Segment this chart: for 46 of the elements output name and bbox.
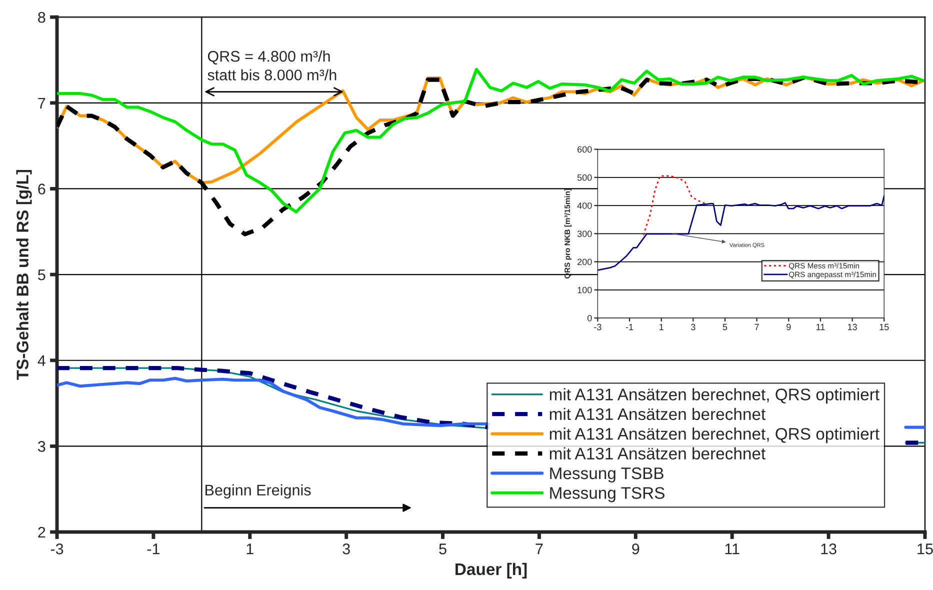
legend-label: Messung TSBB bbox=[550, 467, 664, 482]
line-series bbox=[642, 175, 706, 236]
x-tick-label: 5 bbox=[439, 544, 446, 554]
x-tick-label: 7 bbox=[754, 324, 759, 330]
x-tick-label: -3 bbox=[594, 324, 602, 330]
x-tick-label: -1 bbox=[147, 544, 160, 554]
y-tick-label: 7 bbox=[38, 98, 46, 108]
y-tick-label: 8 bbox=[38, 12, 46, 23]
y-tick-label: 200 bbox=[578, 258, 592, 266]
x-tick-label: 11 bbox=[725, 544, 740, 554]
x-tick-label: 3 bbox=[342, 544, 350, 554]
x-tick-label: 1 bbox=[246, 544, 254, 554]
legend-label: Messung TSRS bbox=[550, 487, 664, 502]
y-axis-title: TS-Gehalt BB und RS [g/L] bbox=[16, 170, 32, 380]
x-tick-label: 1 bbox=[660, 324, 664, 330]
x-tick-label: 13 bbox=[848, 324, 857, 330]
annotation: Beginn Ereignis bbox=[206, 484, 311, 499]
y-tick-label: 100 bbox=[578, 286, 592, 294]
x-tick-label: 7 bbox=[536, 544, 543, 554]
y-tick-label: 300 bbox=[577, 230, 592, 237]
y-tick-label: 2 bbox=[38, 526, 46, 538]
annotation: QRS = 4.800 m³/h statt bis 8.000 m³/h bbox=[208, 50, 336, 80]
x-tick-label: 9 bbox=[632, 544, 640, 554]
legend-label: mit A131 Ansätzen berechnet, QRS optimiert bbox=[550, 428, 880, 444]
x-tick-label: -3 bbox=[50, 544, 64, 554]
x-tick-label: -1 bbox=[626, 324, 634, 330]
legend-label: mit A131 Ansätzen berechnet, QRS optimiert bbox=[550, 388, 880, 404]
x-tick-label: 3 bbox=[690, 324, 696, 330]
y-tick-label: 4 bbox=[38, 355, 46, 366]
x-tick-label: 9 bbox=[786, 324, 791, 330]
x-tick-label: 13 bbox=[821, 544, 836, 554]
y-tick-label: 600 bbox=[578, 146, 592, 153]
x-axis-title: Dauer [h] bbox=[456, 562, 527, 578]
y-tick-label: 500 bbox=[577, 174, 592, 181]
legend-label: mit A131 Ansätzen berechnet bbox=[550, 447, 766, 460]
y-tick-label: 0 bbox=[587, 314, 592, 322]
x-tick-label: 5 bbox=[722, 324, 728, 330]
y-tick-label: 400 bbox=[577, 202, 592, 209]
legend-label: mit A131 Ansätzen berechnet bbox=[550, 408, 766, 420]
x-tick-label: 15 bbox=[880, 324, 889, 330]
x-tick-label: 11 bbox=[816, 324, 825, 330]
y-tick-label: 3 bbox=[38, 441, 46, 452]
y-tick-label: 5 bbox=[38, 270, 46, 280]
y-tick-label: 6 bbox=[38, 184, 46, 194]
line-series bbox=[598, 195, 884, 271]
x-tick-label: 15 bbox=[918, 544, 933, 554]
